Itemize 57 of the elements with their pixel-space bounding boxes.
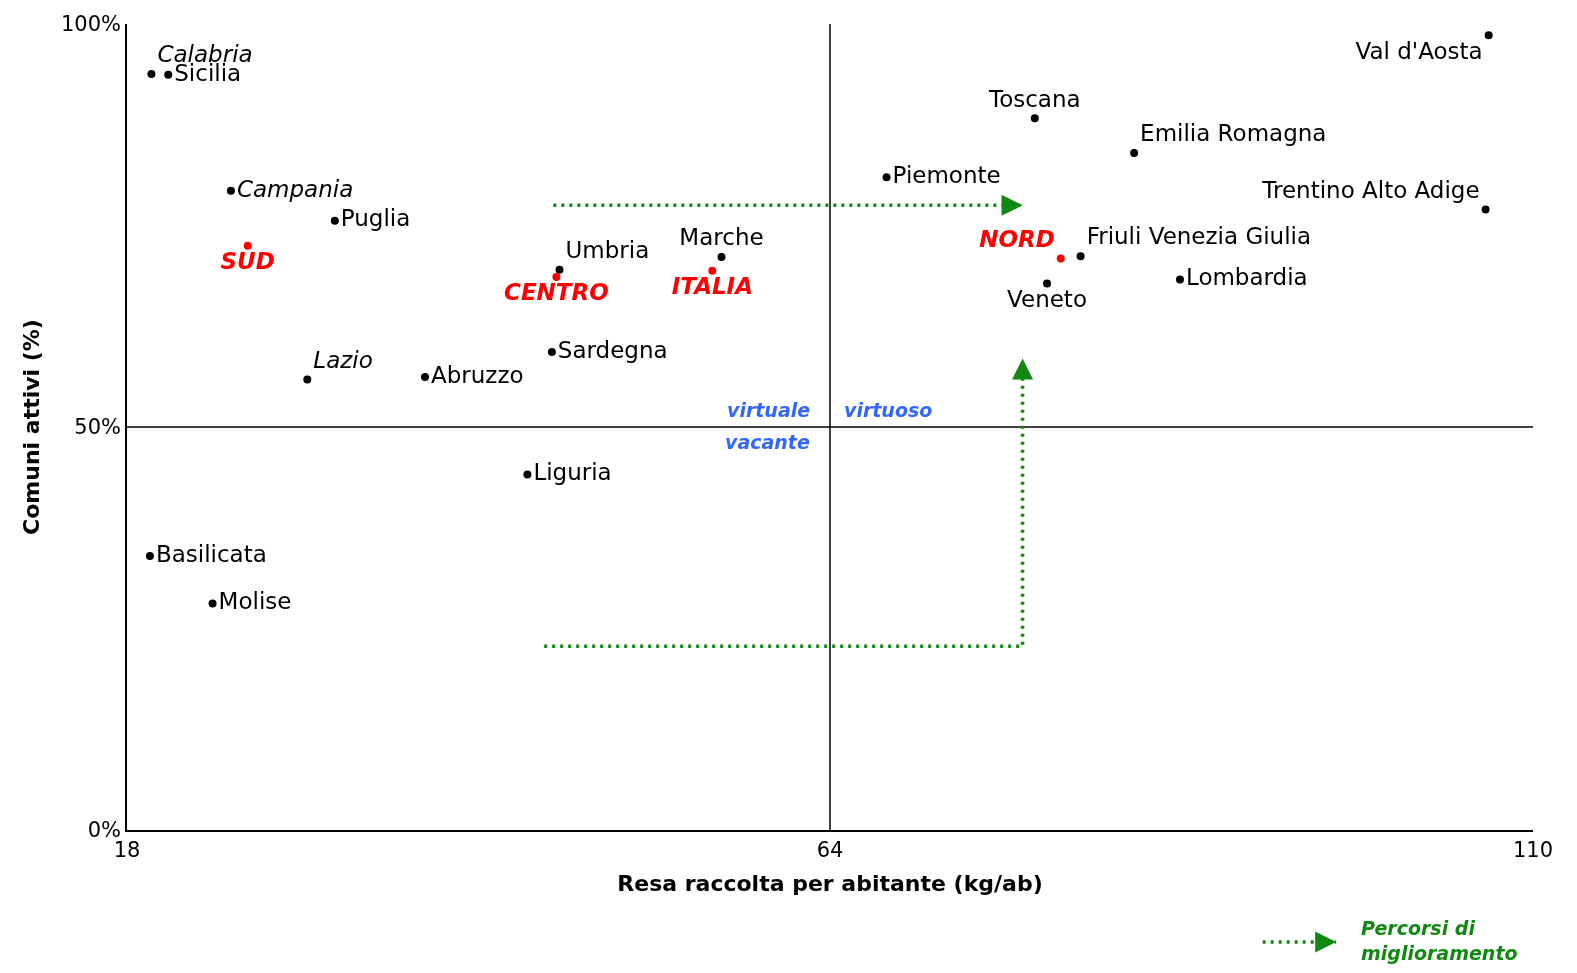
- point: [1030, 114, 1039, 123]
- y-tick-label: 50%: [74, 415, 122, 440]
- y-axis-title: Comuni attivi (%): [19, 319, 45, 535]
- point: [708, 266, 717, 275]
- point: [208, 599, 217, 608]
- series-label: ITALIA: [671, 272, 753, 299]
- point: [1175, 275, 1184, 284]
- point: [421, 373, 430, 382]
- series-label: Friuli Venezia Giulia: [1086, 223, 1312, 250]
- series-label: Campania: [236, 175, 354, 202]
- series-label: Lazio: [313, 346, 373, 373]
- series-label: Piemonte: [892, 161, 1001, 188]
- x-tick-label: 110: [1512, 837, 1554, 862]
- point: [1481, 205, 1490, 214]
- series-label: Abruzzo: [431, 361, 524, 388]
- point: [1056, 254, 1065, 263]
- series-label: Marche: [679, 224, 764, 251]
- point: [547, 348, 556, 357]
- point: [303, 375, 312, 384]
- point: [523, 470, 532, 479]
- point: [164, 70, 173, 79]
- series-label: Basilicata: [155, 540, 267, 567]
- series-label: Val d'Aosta: [1355, 37, 1483, 64]
- series-label: Umbria: [565, 237, 650, 264]
- point: [243, 241, 252, 250]
- point: [555, 265, 564, 274]
- text: Percorsi di miglioramento: [1361, 917, 1518, 964]
- series-label: Sardegna: [557, 336, 668, 363]
- point: [552, 273, 561, 282]
- series-label: Emilia Romagna: [1140, 120, 1327, 147]
- y-tick-label: 100%: [61, 12, 122, 37]
- series-label: Puglia: [340, 205, 411, 232]
- series-label: CENTRO: [504, 279, 609, 306]
- series-label: Trentino Alto Adige: [1261, 176, 1480, 203]
- point: [330, 216, 339, 225]
- series-label: Lombardia: [1185, 264, 1308, 291]
- series-label: NORD: [979, 225, 1055, 252]
- point: [1130, 148, 1139, 157]
- annotation: vacante: [725, 431, 810, 453]
- point: [717, 252, 726, 261]
- annotation: virtuoso: [844, 399, 933, 421]
- series-label: Liguria: [533, 459, 612, 486]
- annotation: virtuale: [727, 399, 811, 421]
- point: [1484, 31, 1493, 40]
- x-axis-title: Resa raccolta per abitante (kg/ab): [617, 871, 1043, 897]
- point: [882, 173, 891, 182]
- x-tick-label: 18: [113, 837, 141, 862]
- point: [1043, 279, 1052, 288]
- series-label: Molise: [218, 588, 292, 615]
- point: [226, 186, 235, 195]
- series-label: Toscana: [987, 85, 1081, 112]
- x-tick-label: 64: [816, 837, 844, 862]
- point: [145, 551, 154, 560]
- point: [1076, 252, 1085, 261]
- series-label: Veneto: [1007, 285, 1087, 312]
- series-label: SUD: [220, 247, 275, 274]
- point: [147, 69, 156, 78]
